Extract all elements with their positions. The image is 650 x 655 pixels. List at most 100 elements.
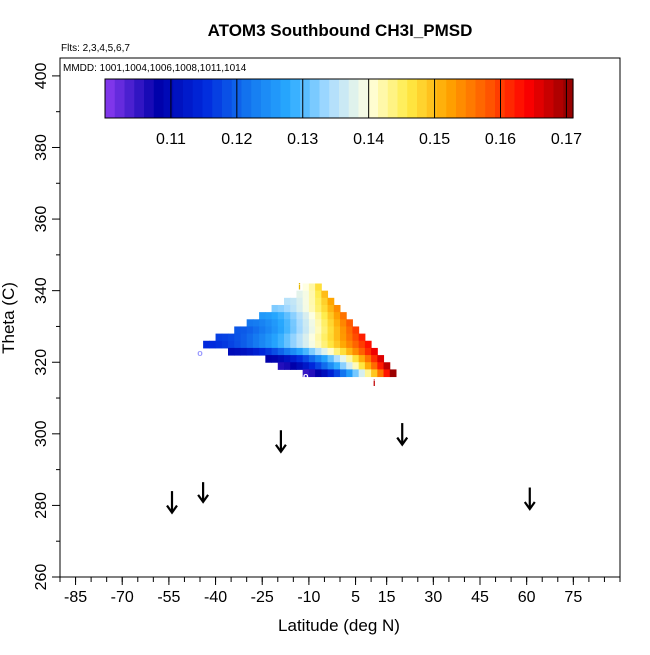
colorbar-tick-label: 0.13 xyxy=(287,131,318,148)
heatmap-cell xyxy=(215,333,223,342)
colorbar-segment xyxy=(407,79,418,118)
colorbar-segment xyxy=(183,79,194,118)
colorbar-segment xyxy=(163,79,174,118)
heatmap-cell xyxy=(308,326,316,335)
heatmap-cell xyxy=(284,312,291,320)
heatmap-cell xyxy=(221,333,229,342)
heatmap-cell xyxy=(290,333,297,342)
heatmap-cell xyxy=(327,297,335,306)
heatmap-cell xyxy=(315,355,322,363)
heatmap-cell xyxy=(308,304,316,313)
colorbar-segment xyxy=(358,79,369,118)
heatmap-cell xyxy=(246,319,254,327)
heatmap-cell xyxy=(234,326,241,335)
heatmap-cell xyxy=(352,347,360,356)
heatmap-cell xyxy=(209,340,217,349)
heatmap-cell xyxy=(259,312,266,320)
heatmap-cell xyxy=(296,347,304,356)
x-tick-label: 15 xyxy=(378,589,396,606)
heatmap-cell xyxy=(277,340,285,349)
heatmap-cell xyxy=(277,355,285,363)
heatmap-cell xyxy=(296,340,304,349)
colorbar-segment xyxy=(173,79,184,118)
marker-label: o xyxy=(197,348,203,358)
heatmap-cell xyxy=(259,340,266,349)
colorbar-segment xyxy=(153,79,165,118)
heatmap-cell xyxy=(371,362,378,370)
heatmap-cell xyxy=(290,319,297,327)
heatmap-cell xyxy=(352,369,360,378)
heatmap-cell xyxy=(327,333,335,342)
x-tick-label: -85 xyxy=(64,589,87,606)
heatmap-cell xyxy=(308,369,316,378)
heatmap-cell xyxy=(315,297,322,306)
heatmap-cell xyxy=(340,362,347,370)
colorbar-segment xyxy=(105,79,116,118)
colorbar-segment xyxy=(417,79,428,118)
heatmap-cell xyxy=(234,347,241,356)
marker-label: i xyxy=(298,281,301,291)
heatmap-cell xyxy=(302,333,310,342)
heatmap-cell xyxy=(234,340,241,349)
heatmap-cell xyxy=(340,326,347,335)
colorbar-segment xyxy=(475,79,486,118)
heatmap-cell xyxy=(265,347,273,356)
heatmap-cell xyxy=(321,290,329,299)
colorbar-segment xyxy=(426,79,438,118)
x-tick-label: 5 xyxy=(351,589,360,606)
colorbar-segment xyxy=(202,79,213,118)
heatmap-cell xyxy=(315,283,322,292)
colorbar-segment xyxy=(290,79,301,118)
heatmap-cell xyxy=(277,347,285,356)
heatmap-cell xyxy=(277,326,285,335)
heatmap-cell xyxy=(371,355,378,363)
heatmap-cell xyxy=(302,355,310,363)
heatmap-cell xyxy=(340,369,347,378)
heatmap-cell xyxy=(246,326,254,335)
heatmap-cell xyxy=(290,362,297,370)
colorbar-segment xyxy=(514,79,525,118)
y-tick-label: 340 xyxy=(33,277,50,304)
heatmap-cell xyxy=(333,333,341,342)
colorbar-tick-label: 0.12 xyxy=(221,131,252,148)
heatmap-cell xyxy=(302,283,310,292)
colorbar-tick-label: 0.16 xyxy=(485,131,516,148)
heatmap-cell xyxy=(346,362,353,370)
heatmap-cell xyxy=(271,319,279,327)
down-arrow xyxy=(197,482,210,504)
point-markers: o o i i xyxy=(197,281,375,388)
colorbar-segment xyxy=(524,79,535,118)
colorbar-segment xyxy=(280,79,291,118)
x-tick-label: 75 xyxy=(564,589,582,606)
colorbar-segment xyxy=(114,79,126,118)
heatmap-cell xyxy=(358,333,366,342)
arrow-head xyxy=(274,444,287,454)
heatmap-cell xyxy=(290,304,297,313)
heatmap-cell xyxy=(358,362,366,370)
y-tick-label: 360 xyxy=(33,206,50,233)
colorbar-segment xyxy=(241,79,252,118)
heatmap-cell xyxy=(327,340,335,349)
heatmap-cell xyxy=(352,333,360,342)
heatmap-cell xyxy=(265,312,273,320)
heatmap-cell xyxy=(346,355,353,363)
heatmap-cell xyxy=(321,297,329,306)
heatmap-cell xyxy=(240,326,248,335)
colorbar-segment xyxy=(436,79,447,118)
heatmap-cell xyxy=(321,319,329,327)
colorbar-segment xyxy=(348,79,360,118)
heatmap-cell xyxy=(296,319,304,327)
y-tick-label: 380 xyxy=(33,134,50,161)
heatmap-cell xyxy=(364,362,372,370)
heatmap-cell xyxy=(315,326,322,335)
heatmap-cell xyxy=(284,319,291,327)
heatmap-cell xyxy=(246,333,254,342)
heatmap-cell xyxy=(259,326,266,335)
heatmap-cell xyxy=(296,304,304,313)
arrow-head xyxy=(197,494,210,504)
heatmap-cell xyxy=(302,297,310,306)
heatmap-cell xyxy=(296,326,304,335)
heatmap-cell xyxy=(265,326,273,335)
heatmap-cell xyxy=(389,369,397,378)
heatmap-cell xyxy=(352,340,360,349)
